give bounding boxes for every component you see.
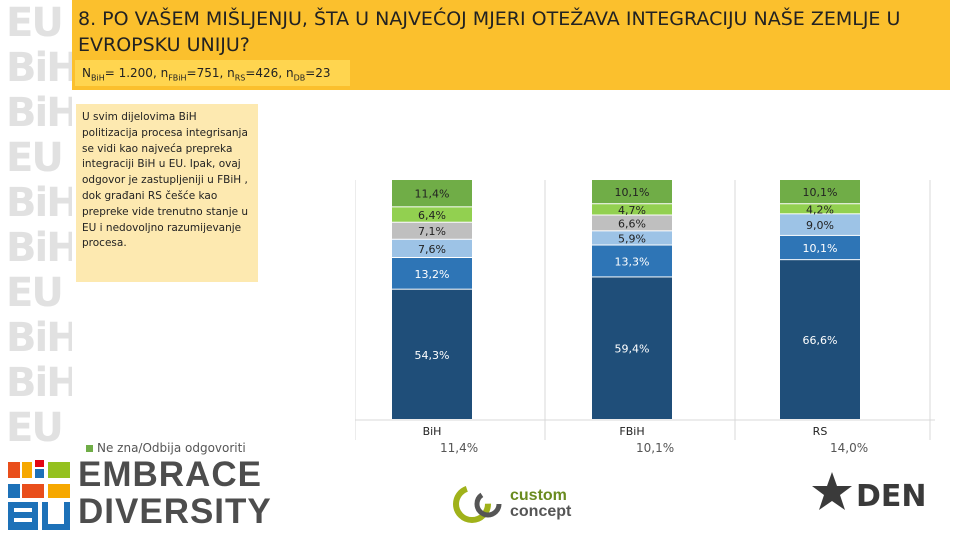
- category-label: FBiH: [619, 425, 644, 438]
- data-label: 4,7%: [618, 204, 646, 217]
- n-rs-val: =426, n: [245, 66, 294, 80]
- bar-segment: [592, 204, 672, 215]
- bar-segment: [592, 180, 672, 204]
- n-bih-val: = 1.200, n: [104, 66, 169, 80]
- strip-glyph: BiH: [6, 180, 72, 226]
- bar-segment: [592, 245, 672, 277]
- n-db-sub: DB: [293, 73, 306, 83]
- n-label: N: [82, 66, 91, 80]
- strip-glyph: EU: [6, 270, 64, 316]
- header-bar: 8. PO VAŠEM MIŠLJENJU, ŠTA U NAJVEĆOJ MJ…: [72, 0, 950, 90]
- category-label: BiH: [423, 425, 442, 438]
- table-cell: 14,0%: [830, 441, 869, 455]
- bar-segment: [780, 260, 860, 419]
- data-label: 13,3%: [615, 255, 650, 268]
- data-label: 10,1%: [803, 186, 838, 199]
- bar-segment: [392, 258, 472, 289]
- embrace-diversity-wordmark: EMBRACE DIVERSITY: [78, 456, 272, 530]
- data-label: 5,9%: [618, 232, 646, 245]
- category-label: RS: [813, 425, 828, 438]
- strip-glyph: BiH: [6, 360, 72, 406]
- legend-swatch: [86, 445, 93, 452]
- legend-entry: Ne zna/Odbija odgovoriti: [86, 441, 246, 455]
- strip-glyph: EU: [6, 135, 64, 181]
- data-label: 11,4%: [415, 188, 450, 201]
- custom-concept-logo-icon: [453, 485, 502, 523]
- strip-glyph: EU: [6, 405, 64, 451]
- diversity-line: DIVERSITY: [78, 492, 272, 531]
- data-label: 66,6%: [803, 334, 838, 347]
- strip-glyph: EU: [6, 0, 64, 46]
- bar-segment: [392, 239, 472, 257]
- strip-glyph: BiH: [6, 90, 72, 136]
- n-fbih-sub: FBiH: [168, 73, 187, 83]
- data-label: 6,6%: [618, 217, 646, 230]
- stacked-bar-chart: 54,3% 13,2% 7,6% 7,1% 6,4% 11,4% BiH 59,4% 13,3%…: [355, 180, 935, 440]
- data-label: 54,3%: [415, 349, 450, 362]
- table-cell: 11,4%: [440, 441, 479, 455]
- data-label: 6,4%: [418, 209, 446, 222]
- insight-note: U svim dijelovima BiH politizacija proce…: [76, 104, 258, 282]
- data-label: 10,1%: [803, 242, 838, 255]
- cc-line1: custom: [510, 487, 567, 504]
- bar-segment: [392, 207, 472, 222]
- den-text: DEN: [856, 479, 927, 514]
- n-fbih-val: =751, n: [186, 66, 235, 80]
- table-cell: 10,1%: [636, 441, 675, 455]
- bar-segment: [392, 222, 472, 239]
- bar-segment: [780, 180, 860, 204]
- data-label: 7,6%: [418, 243, 446, 256]
- strip-glyph: BiH: [6, 225, 72, 271]
- bar-segment: [780, 204, 860, 214]
- data-label: 7,1%: [418, 225, 446, 238]
- bar-segment: [592, 277, 672, 419]
- embrace-diversity-logo-icon: [8, 460, 70, 530]
- bar-segment: [780, 235, 860, 260]
- legend-label: Ne zna/Odbija odgovoriti: [97, 441, 246, 455]
- bar-segment: [592, 215, 672, 231]
- data-label: 13,2%: [415, 268, 450, 281]
- strip-glyph: BiH: [6, 45, 72, 91]
- den-logo-icon: DEN: [812, 472, 927, 514]
- page-title: 8. PO VAŠEM MIŠLJENJU, ŠTA U NAJVEĆOJ MJ…: [78, 8, 901, 56]
- sample-size-box: NBiH= 1.200, nFBiH=751, nRS=426, nDB=23: [75, 60, 350, 86]
- custom-concept-wordmark: custom concept: [510, 488, 571, 520]
- bar-segment: [392, 289, 472, 419]
- bar-segment: [780, 214, 860, 235]
- cc-line2: concept: [510, 503, 572, 520]
- data-label: 59,4%: [615, 343, 650, 356]
- bar-segment: [592, 231, 672, 245]
- data-label: 10,1%: [615, 186, 650, 199]
- embrace-line: EMBRACE: [78, 455, 262, 494]
- strip-glyph: BiH: [6, 315, 72, 361]
- data-label: 4,2%: [806, 203, 834, 216]
- decorative-side-pattern: EU BiH BiH EU BiH BiH EU BiH BiH EU: [0, 0, 72, 455]
- n-rs-sub: RS: [234, 73, 246, 83]
- n-db-val: =23: [305, 66, 331, 80]
- n-bih-sub: BiH: [90, 73, 105, 83]
- bar-segment: [392, 180, 472, 207]
- data-label: 9,0%: [806, 219, 834, 232]
